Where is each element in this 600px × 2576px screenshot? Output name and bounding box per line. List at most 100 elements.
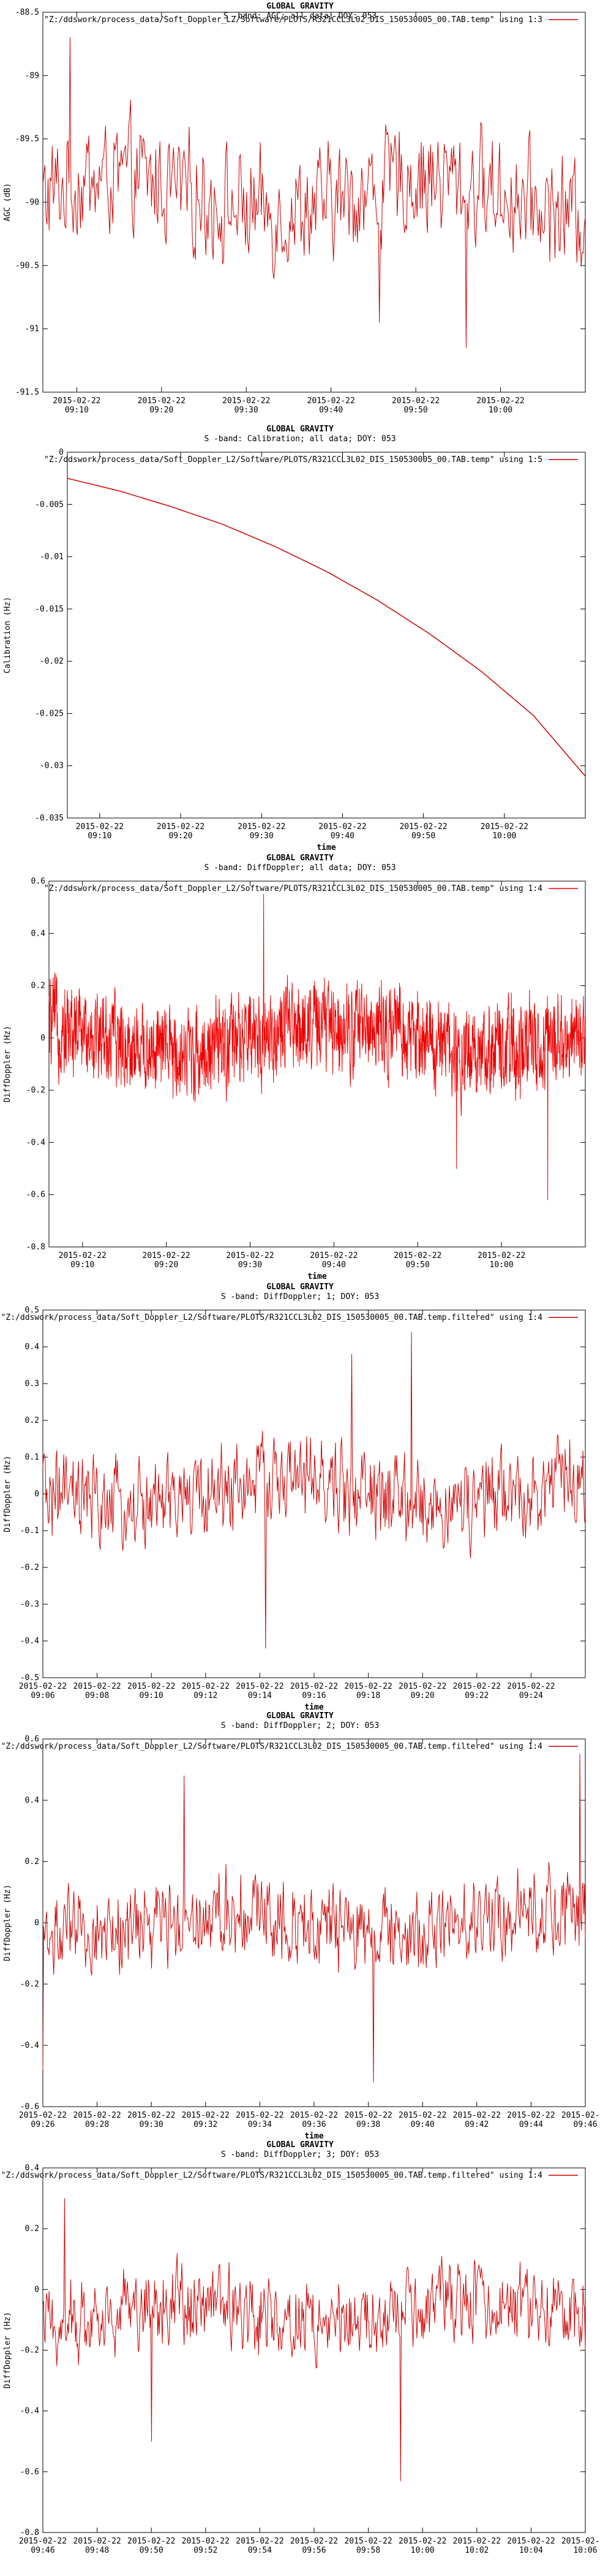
x-tick-time: 09:30 (238, 1260, 262, 1270)
x-tick-date: 2015-02-22 (453, 1682, 501, 1691)
y-tick-label: -91 (25, 325, 39, 334)
y-tick-label: 0 (34, 1919, 39, 1928)
x-axis-label: time (304, 2132, 323, 2138)
x-tick-time: 09:50 (404, 406, 428, 415)
x-tick-time: 09:28 (85, 2120, 109, 2129)
chart-title: GLOBAL GRAVITY (266, 425, 334, 434)
y-tick-label: -91.5 (15, 388, 39, 397)
x-tick-time: 10:02 (465, 2546, 489, 2555)
x-tick-time: 09:14 (248, 1691, 272, 1700)
y-tick-label: -88.5 (15, 8, 39, 17)
x-tick-date: 2015-02-22 (399, 2537, 446, 2546)
x-tick-date: 2015-02-22 (394, 1251, 441, 1260)
x-tick-date: 2015-02-22 (344, 2537, 392, 2546)
y-tick-label: -0.005 (35, 500, 64, 509)
x-tick-date: 2015-02-22 (138, 396, 186, 406)
chart-subtitle: S -band: DiffDoppler; all data; DOY: 053 (204, 863, 396, 873)
x-tick-time: 09:54 (248, 2546, 272, 2555)
y-axis-label: DiffDoppler (Hz) (3, 1884, 12, 1961)
data-series-line (42, 1332, 586, 1649)
y-tick-label: 0.2 (25, 1857, 39, 1866)
x-tick-time: 09:10 (140, 1691, 163, 1700)
chart-subtitle: S -band: AGC; all data; DOY: 053 (223, 12, 377, 21)
y-axis-label: DiffDoppler (Hz) (3, 2312, 12, 2388)
x-tick-date: 2015-02-22 (236, 1682, 283, 1691)
x-tick-date: 2015-02-22 (561, 2111, 600, 2120)
x-tick-time: 09:40 (322, 1260, 346, 1270)
y-tick-label: 0.4 (25, 2164, 40, 2173)
x-tick-time: 09:40 (411, 2120, 435, 2129)
x-tick-time: 10:00 (490, 1260, 514, 1270)
y-tick-label: -0.02 (40, 657, 64, 666)
y-tick-label: 0 (40, 1034, 45, 1043)
x-tick-date: 2015-02-22 (19, 2537, 67, 2546)
y-axis-label: Calibration (Hz) (3, 597, 12, 673)
x-tick-time: 09:44 (519, 2120, 543, 2129)
data-series-line (42, 37, 586, 349)
x-tick-time: 09:22 (465, 1691, 489, 1700)
x-tick-time: 09:26 (31, 2120, 54, 2129)
x-tick-date: 2015-02-22 (478, 1251, 525, 1260)
plot-frame (42, 1738, 586, 2107)
y-tick-label: -0.2 (20, 1980, 39, 1989)
chart-title: GLOBAL GRAVITY (266, 1711, 334, 1721)
chart-subtitle: S -band: DiffDoppler; 2; DOY: 053 (221, 1721, 379, 1730)
chart-panel-4: GLOBAL GRAVITY S -band: DiffDoppler; 1; D… (0, 1281, 600, 1712)
x-tick-date: 2015-02-22 (399, 822, 447, 832)
chart-title: GLOBAL GRAVITY (266, 2, 334, 11)
y-tick-label: -0.015 (35, 605, 64, 614)
x-tick-date: 2015-02-22 (182, 2111, 230, 2120)
y-axis-label: AGC (dB) (3, 183, 12, 222)
y-tick-label: 0.2 (31, 982, 45, 991)
x-tick-date: 2015-02-22 (73, 1682, 121, 1691)
y-tick-label: 0.3 (25, 1379, 39, 1388)
x-tick-time: 09:06 (31, 1691, 54, 1700)
y-tick-label: -90.5 (15, 261, 39, 270)
x-axis-label: time (307, 1272, 326, 1281)
x-tick-time: 09:40 (331, 832, 354, 841)
chart-title: GLOBAL GRAVITY (266, 2140, 334, 2150)
x-tick-time: 09:50 (411, 832, 435, 841)
x-tick-time: 09:10 (65, 406, 89, 415)
y-tick-label: 0.6 (25, 1735, 39, 1744)
plot-frame (42, 2167, 586, 2533)
y-tick-label: 0.1 (25, 1453, 39, 1462)
x-tick-time: 09:36 (302, 2120, 326, 2129)
y-tick-label: 0.2 (25, 1416, 39, 1425)
y-tick-label: 0 (34, 2285, 39, 2294)
data-series-line (67, 477, 586, 777)
legend-label: "Z:/ddswork/process_data/Soft_Doppler_L2… (1, 2171, 543, 2180)
plot-frame (48, 881, 586, 1248)
chart-panel-6: GLOBAL GRAVITY S -band: DiffDoppler; 3; D… (0, 2138, 600, 2574)
y-tick-label: -0.03 (40, 762, 64, 771)
chart-subtitle: S -band: DiffDoppler; 3; DOY: 053 (221, 2150, 379, 2159)
x-tick-time: 09:10 (88, 832, 111, 841)
x-tick-date: 2015-02-22 (59, 1251, 107, 1260)
y-tick-label: -0.3 (20, 1600, 39, 1609)
x-tick-time: 09:52 (193, 2546, 217, 2555)
y-tick-label: -0.2 (20, 1563, 39, 1572)
x-tick-time: 09:58 (356, 2546, 380, 2555)
x-tick-time: 10:06 (573, 2546, 597, 2555)
legend-label: "Z:/ddswork/process_data/Soft_Doppler_L2… (44, 884, 542, 893)
x-tick-date: 2015-02-22 (182, 1682, 230, 1691)
x-tick-time: 09:46 (31, 2546, 54, 2555)
x-tick-date: 2015-02-22 (236, 2537, 283, 2546)
x-tick-date: 2015-02-22 (453, 2111, 501, 2120)
x-tick-date: 2015-02-22 (127, 2537, 175, 2546)
y-tick-label: -0.6 (20, 2468, 39, 2477)
x-tick-time: 09:50 (406, 1260, 430, 1270)
y-tick-label: 0.2 (25, 2224, 39, 2233)
x-tick-date: 2015-02-22 (307, 396, 355, 406)
y-tick-label: 0.4 (25, 1343, 40, 1352)
x-tick-date: 2015-02-22 (399, 2111, 446, 2120)
chart-subtitle: S -band: Calibration; all data; DOY: 053 (204, 434, 396, 444)
x-tick-date: 2015-02-22 (127, 1682, 175, 1691)
x-tick-time: 09:32 (193, 2120, 217, 2129)
x-tick-time: 09:20 (149, 406, 173, 415)
x-tick-time: 09:20 (411, 1691, 435, 1700)
chart-panel-3: GLOBAL GRAVITY S -band: DiffDoppler; all … (0, 852, 600, 1281)
